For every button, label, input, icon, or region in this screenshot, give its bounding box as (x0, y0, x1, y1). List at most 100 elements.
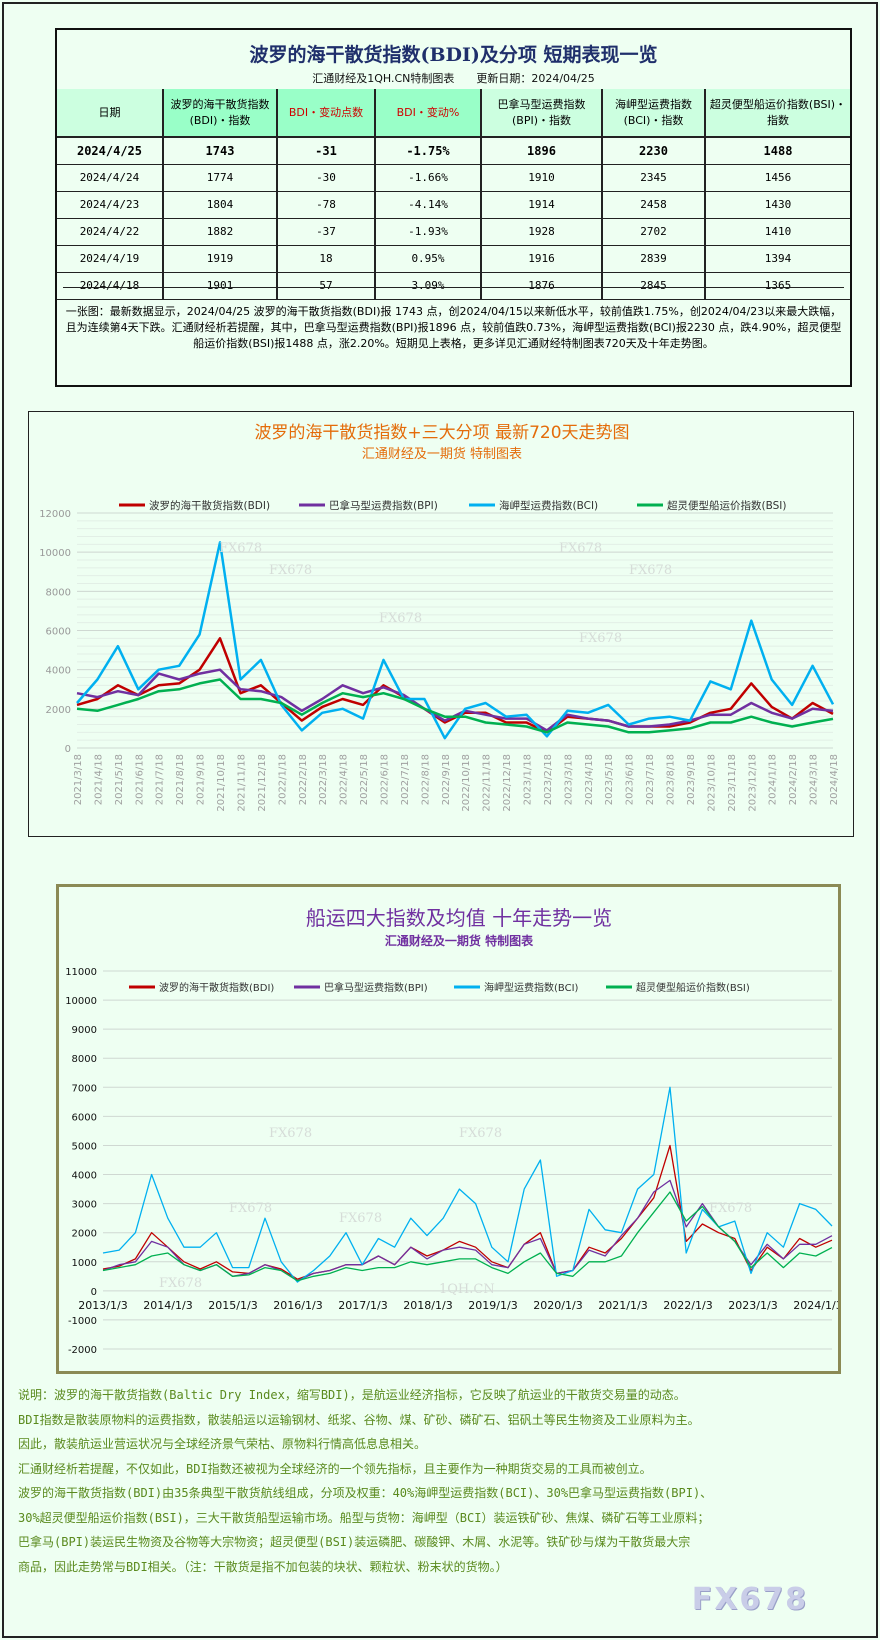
table-cell: 2230 (602, 137, 706, 165)
y-tick-label: 2000 (46, 705, 71, 716)
x-tick-label: 2013/1/3 (78, 1299, 127, 1312)
x-tick-label: 2023/8/18 (666, 754, 677, 805)
series-line-3 (76, 678, 834, 734)
series-line-2 (76, 541, 835, 740)
note-line: 巴拿马(BPI)装运民生物资及谷物等大宗物资；超灵便型(BSI)装运磷肥、碳酸钾… (18, 1535, 691, 1549)
table-cell: 2024/4/25 (57, 137, 164, 165)
table-row: 2024/4/23 1804 -78 -4.14% 1914 2458 1430 (57, 191, 850, 219)
legend-entry: 巴拿马型运费指数(BPI) (329, 499, 438, 512)
x-tick-label: 2022/9/18 (441, 754, 452, 805)
summary-table-panel: 波罗的海干散货指数(BDI)及分项 短期表现一览 汇通财经及1QH.CN特制图表… (55, 28, 852, 387)
x-tick-label: 2023/9/18 (686, 754, 697, 805)
x-tick-label: 2016/1/3 (273, 1299, 322, 1312)
table-cell: 57 (277, 272, 376, 300)
table-row: 2024/4/25 1743 -31 -1.75% 1896 2230 1488 (57, 137, 850, 165)
x-tick-label: 2022/6/18 (379, 754, 390, 805)
watermark-text: FX678 (269, 1126, 312, 1141)
column-header: 波罗的海干散货指数(BDI)・指数 (163, 89, 278, 138)
note-line: 因此，散装航运业营运状况与全球经济景气荣枯、原物料行情高低息息相关。 (18, 1437, 427, 1451)
y-tick-label: 1000 (72, 1258, 97, 1269)
table-cell: 1919 (163, 245, 278, 273)
table-cell: -30 (277, 164, 376, 192)
table-cell: 1914 (481, 191, 603, 219)
chart-title: 波罗的海干散货指数+三大分项 最新720天走势图 (254, 423, 629, 443)
column-header: 海岬型运费指数(BCI)・指数 (602, 89, 706, 138)
x-tick-label: 2023/7/18 (645, 754, 656, 805)
y-tick-label: 0 (91, 1287, 97, 1298)
table-cell: 1910 (481, 164, 603, 192)
table-subtitle: 汇通财经及1QH.CN特制图表 更新日期：2024/04/25 (312, 72, 595, 85)
table-cell: 1774 (163, 164, 278, 192)
x-tick-label: 2023/1/3 (728, 1299, 777, 1312)
x-tick-label: 2023/5/18 (604, 754, 615, 805)
x-tick-label: 2020/1/3 (533, 1299, 582, 1312)
column-header: 巴拿马型运费指数(BPI)・指数 (481, 89, 603, 138)
x-tick-label: 2022/10/18 (461, 754, 472, 812)
x-tick-label: 2022/8/18 (420, 754, 431, 805)
table-title: 波罗的海干散货指数(BDI)及分项 短期表现一览 (249, 44, 658, 66)
table-cell: 1928 (481, 218, 603, 246)
x-tick-label: 2018/1/3 (403, 1299, 452, 1312)
table-cell: 1456 (705, 164, 850, 192)
watermark-text: FX678 (269, 563, 312, 578)
x-tick-label: 2021/7/18 (155, 754, 166, 805)
legend-entry: 波罗的海干散货指数(BDI) (149, 499, 270, 512)
chart-ten-year: 船运四大指数及均值 十年走势一览 汇通财经及一期货 特制图表 -2000 -1000 0… (56, 884, 841, 1374)
x-tick-label: 2021/5/18 (114, 754, 125, 805)
y-tick-label: 10000 (65, 996, 97, 1007)
table-cell: 1876 (481, 272, 603, 300)
table-cell: 1365 (705, 272, 850, 300)
watermark-text: FX678 (379, 611, 422, 626)
watermark-text: FX678 (219, 541, 262, 556)
table-cell: -1.66% (375, 164, 482, 192)
y-tick-label: 12000 (39, 509, 71, 520)
x-tick-label: 2015/1/3 (208, 1299, 257, 1312)
table-cell: 0.95% (375, 245, 482, 273)
table-cell: 1430 (705, 191, 850, 219)
x-tick-label: 2024/2/18 (788, 754, 799, 805)
x-tick-label: 2024/1/18 (768, 754, 779, 805)
y-tick-label: 4000 (46, 666, 71, 677)
legend-entry: 波罗的海干散货指数(BDI) (159, 981, 274, 994)
table-cell: -4.14% (375, 191, 482, 219)
series-line-3 (102, 1191, 833, 1282)
table-row: 2024/4/18 1901 57 3.09% 1876 2845 1365 (57, 272, 850, 300)
series-line-2 (102, 1086, 833, 1283)
table-cell: 1896 (481, 137, 603, 165)
legend-entry: 超灵便型船运价指数(BSI) (636, 981, 750, 994)
column-header: 日期 (57, 89, 164, 138)
table-cell: 3.09% (375, 272, 482, 300)
table-cell: -37 (277, 218, 376, 246)
x-tick-label: 2022/11/18 (482, 754, 493, 812)
x-tick-label: 2022/7/18 (400, 754, 411, 805)
column-header: BDI・变动点数 (277, 89, 376, 138)
note-line: 30%超灵便型船运价指数(BSI)，三大干散货船型运输市场。船型与货物：海岬型（… (18, 1510, 710, 1525)
y-tick-label: 3000 (72, 1200, 97, 1211)
x-tick-label: 2023/11/18 (727, 754, 738, 812)
y-tick-label: 2000 (72, 1229, 97, 1240)
y-tick-label: 11000 (65, 967, 97, 978)
table-cell: 1410 (705, 218, 850, 246)
x-tick-label: 2023/2/18 (543, 754, 554, 805)
table-cell: -31 (277, 137, 376, 165)
watermark-text: FX678 (579, 631, 622, 646)
watermark-text: FX678 (159, 1276, 202, 1291)
table-cell: 1488 (705, 137, 850, 165)
x-tick-label: 2017/1/3 (338, 1299, 387, 1312)
chart-720-day: 波罗的海干散货指数+三大分项 最新720天走势图汇通财经及一期货 特制图表 0 20… (28, 411, 854, 837)
watermark-text: FX678 (709, 1201, 752, 1216)
x-tick-label: 2023/4/18 (584, 754, 595, 805)
x-tick-label: 2021/8/18 (175, 754, 186, 805)
note-line: 说明：波罗的海干散货指数(Baltic Dry Index，缩写BDI)，是航运… (18, 1388, 686, 1402)
x-tick-label: 2021/1/3 (598, 1299, 647, 1312)
table-cell: 18 (277, 245, 376, 273)
chart-subtitle: 汇通财经及一期货 特制图表 (362, 446, 522, 462)
y-tick-label: 0 (65, 744, 71, 755)
y-tick-label: 7000 (72, 1083, 97, 1094)
note-line: 商品，因此走势常与BDI相关。（注：干散货是指不加包装的块状、颗粒状、粉末状的货… (18, 1559, 508, 1574)
fx678-watermark: FX678 (691, 1582, 808, 1617)
legend-entry: 超灵便型船运价指数(BSI) (667, 499, 786, 512)
y-tick-label: 8000 (46, 587, 71, 598)
